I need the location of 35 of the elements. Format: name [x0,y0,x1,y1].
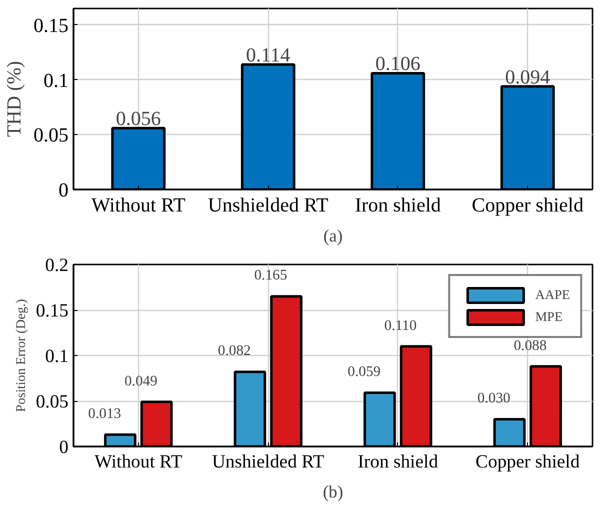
data-label: 0.088 [514,338,547,354]
y-tick-label: 0.05 [36,392,69,412]
data-label: 0.094 [505,66,550,88]
x-tick-label: Iron shield [354,194,441,216]
legend-label: MPE [535,309,563,325]
y-tick-label: 0.1 [44,70,68,92]
y-tick-label: 0.05 [34,124,68,147]
y-tick-label: 0.1 [45,346,69,367]
data-label: 0.030 [477,390,510,407]
x-tick-label: Copper shield [472,194,584,216]
data-label: 0.049 [124,373,158,390]
y-axis-title: Position Error (Deg.) [12,299,28,412]
x-tick-label: Unshielded RT [208,194,328,216]
x-tick-label: Without RT [91,194,186,216]
x-tick-label: Iron shield [358,452,439,472]
y-tick-label: 0.15 [36,300,69,322]
data-label: 0.082 [218,343,251,360]
y-tick-label: 0 [59,437,68,458]
y-axis-title: THD (%) [4,60,26,138]
data-label: 0.114 [246,44,290,66]
data-label: 0.056 [116,108,161,130]
data-label: 0.059 [348,364,381,380]
text: (b) [322,482,344,502]
data-label: 0.110 [384,318,417,334]
y-tick-label: 0 [58,180,68,202]
legend-label: AAPE [535,287,570,303]
text: (a) [323,226,343,246]
data-label: 0.106 [375,53,420,76]
data-label: 0.013 [88,406,122,422]
y-tick-label: 0.2 [45,255,69,276]
y-tick-label: 0.15 [34,14,68,37]
x-tick-label: Unshielded RT [212,452,325,472]
x-tick-label: Copper shield [476,452,580,472]
x-tick-label: Without RT [94,452,183,472]
data-label: 0.165 [254,268,288,284]
